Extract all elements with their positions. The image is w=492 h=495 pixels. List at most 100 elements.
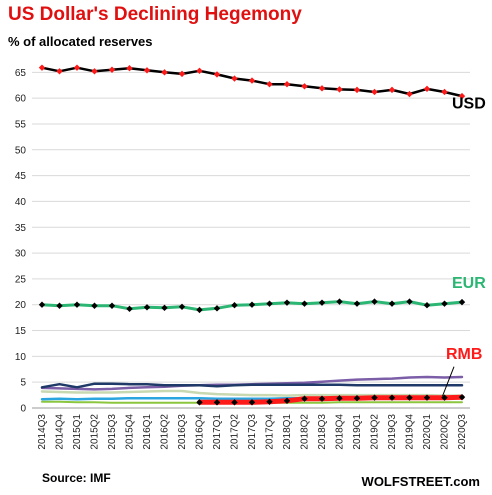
x-tick-label: 2017Q3 <box>247 414 258 450</box>
data-point-rmb <box>213 399 221 406</box>
data-point-usd <box>301 83 308 90</box>
x-tick-label: 2014Q4 <box>55 414 66 450</box>
data-point-eur <box>248 301 256 308</box>
data-point-rmb <box>266 398 273 406</box>
data-point-usd <box>108 66 116 73</box>
y-tick-label: 20 <box>15 300 27 311</box>
x-tick-label: 2017Q1 <box>212 414 223 450</box>
axis-layer: 0 5 10 15 20 25 30 35 40 45 50 55 60 65 2014Q3 2014Q4 20… <box>15 68 470 450</box>
data-point-eur <box>266 300 273 307</box>
y-tick-label: 25 <box>15 274 27 285</box>
y-tick-label: 65 <box>15 68 27 79</box>
grid-layer <box>32 71 470 409</box>
data-point-usd <box>283 81 291 88</box>
data-point-eur <box>441 300 448 307</box>
data-point-usd <box>371 88 378 96</box>
chart-title: US Dollar's Declining Hegemony <box>8 4 302 25</box>
x-tick-label: 2020Q3 <box>457 414 468 450</box>
data-point-eur <box>371 298 378 305</box>
y-tick-label: 5 <box>20 378 26 389</box>
y-tick-label: 35 <box>15 223 27 234</box>
x-tick-label: 2015Q4 <box>125 414 136 450</box>
data-point-eur <box>56 302 63 309</box>
data-point-rmb <box>371 394 378 401</box>
source-note: Source: IMF <box>42 471 111 485</box>
data-point-usd <box>143 67 151 74</box>
series-line-c8d8b0 <box>40 389 464 397</box>
data-point-eur <box>336 298 343 305</box>
data-point-usd <box>56 68 63 75</box>
x-tick-label: 2020Q1 <box>422 414 433 450</box>
data-point-rmb <box>248 399 256 406</box>
x-tick-label: 2020Q2 <box>440 414 451 450</box>
data-point-rmb <box>336 394 343 402</box>
data-point-eur <box>108 302 116 309</box>
y-tick-label: 60 <box>15 94 27 105</box>
x-tick-label: 2016Q4 <box>195 414 206 450</box>
data-point-rmb <box>406 394 413 401</box>
data-point-eur <box>388 300 396 307</box>
label-layer: USD EUR RMB <box>442 95 486 397</box>
data-point-eur <box>406 298 413 305</box>
data-point-rmb <box>353 394 361 402</box>
y-tick-label: 40 <box>15 197 27 208</box>
series-label-eur: EUR <box>452 275 486 292</box>
y-tick-label: 45 <box>15 171 27 182</box>
data-point-usd <box>126 64 133 72</box>
x-tick-label: 2016Q1 <box>142 414 153 450</box>
data-point-eur <box>196 306 203 314</box>
data-point-usd <box>91 68 98 75</box>
x-tick-label: 2018Q1 <box>282 414 293 450</box>
series-layer <box>38 64 466 406</box>
series-line-rmb <box>197 394 465 405</box>
data-point-usd <box>213 71 221 78</box>
data-point-usd <box>178 70 186 78</box>
x-tick-label: 2018Q3 <box>317 414 328 450</box>
data-point-eur <box>143 304 151 311</box>
data-point-usd <box>38 64 46 71</box>
x-tick-label: 2018Q4 <box>335 414 346 450</box>
y-tick-label: 55 <box>15 119 27 130</box>
x-tick-label: 2016Q2 <box>160 414 171 450</box>
y-tick-label: 0 <box>20 404 26 415</box>
x-tick-label: 2018Q2 <box>300 414 311 450</box>
data-point-eur <box>283 299 291 306</box>
data-point-eur <box>91 302 98 309</box>
data-point-eur <box>213 305 221 312</box>
data-point-rmb <box>231 399 238 406</box>
rmb-pointer-line <box>442 366 455 397</box>
x-tick-label: 2017Q2 <box>230 414 241 450</box>
x-tick-label: 2015Q3 <box>107 414 118 450</box>
series-label-usd: USD <box>452 95 486 112</box>
y-tick-label: 10 <box>15 352 27 363</box>
data-point-rmb <box>458 393 466 401</box>
x-tick-label: 2019Q4 <box>405 414 416 450</box>
data-point-eur <box>353 300 361 307</box>
credit-note: WOLFSTREET.com <box>361 474 480 489</box>
data-point-rmb <box>318 395 326 402</box>
data-point-rmb <box>196 399 203 406</box>
y-tick-label: 50 <box>15 145 27 156</box>
x-tick-label: 2014Q3 <box>37 414 48 450</box>
data-point-eur <box>126 305 133 313</box>
y-tick-label: 15 <box>15 326 27 337</box>
data-point-usd <box>388 86 396 94</box>
data-point-usd <box>196 67 203 74</box>
data-point-usd <box>266 81 273 88</box>
data-point-usd <box>161 69 168 76</box>
data-point-rmb <box>388 394 396 401</box>
y-tick-label: 30 <box>15 249 27 260</box>
data-point-usd <box>73 64 81 71</box>
data-point-eur <box>231 302 238 309</box>
data-point-usd <box>336 86 343 93</box>
data-point-usd <box>231 75 238 82</box>
data-point-eur <box>301 300 308 307</box>
data-point-usd <box>458 92 466 100</box>
data-point-eur <box>161 304 168 312</box>
x-tick-label: 2016Q3 <box>177 414 188 450</box>
data-point-usd <box>318 85 326 92</box>
data-point-eur <box>38 301 46 308</box>
data-point-rmb <box>423 394 431 401</box>
chart-subtitle: % of allocated reserves <box>8 34 153 49</box>
data-point-eur <box>73 301 81 308</box>
